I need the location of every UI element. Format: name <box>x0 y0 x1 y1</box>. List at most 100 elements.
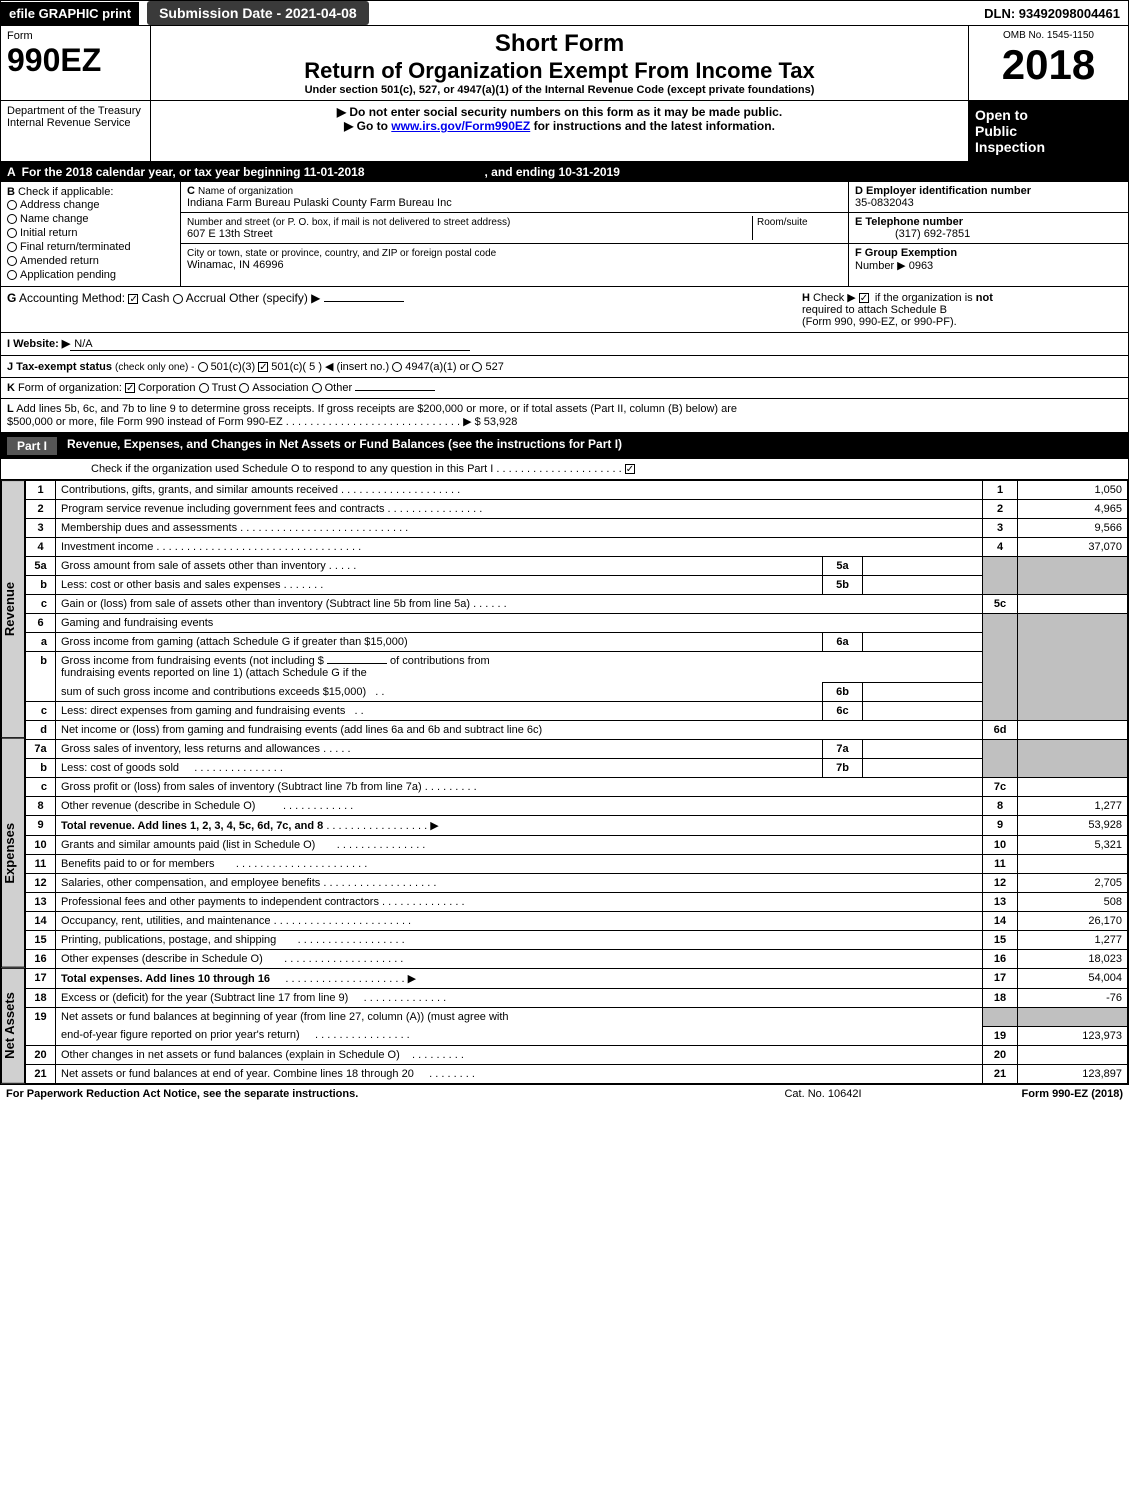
line-19: 19 Net assets or fund balances at beginn… <box>26 1008 1128 1027</box>
tax-year: 2018 <box>975 41 1122 89</box>
line-14-val: 26,170 <box>1018 912 1128 931</box>
notice-ssn: ▶ Do not enter social security numbers o… <box>157 105 962 119</box>
line-15: 15 Printing, publications, postage, and … <box>26 931 1128 950</box>
line-5c: c Gain or (loss) from sale of assets oth… <box>26 595 1128 614</box>
dept-right: Open to Public Inspection <box>968 101 1128 161</box>
org-city: Winamac, IN 46996 <box>187 259 284 271</box>
line-17: 17 Total expenses. Add lines 10 through … <box>26 969 1128 989</box>
line-3-val: 9,566 <box>1018 519 1128 538</box>
accrual-radio[interactable] <box>173 294 183 304</box>
section-j: J Tax-exempt status (check only one) - 5… <box>1 356 1128 378</box>
6b-amount-input[interactable] <box>327 663 387 664</box>
section-l: L Add lines 5b, 6c, and 7b to line 9 to … <box>1 399 1128 433</box>
527-radio[interactable] <box>472 362 482 372</box>
line-4: 4 Investment income . . . . . . . . . . … <box>26 538 1128 557</box>
line-7a: 7a Gross sales of inventory, less return… <box>26 740 1128 759</box>
line-7c: c Gross profit or (loss) from sales of i… <box>26 778 1128 797</box>
efile-label: efile GRAPHIC print <box>1 2 139 25</box>
line-9: 9 Total revenue. Add lines 1, 2, 3, 4, 5… <box>26 816 1128 836</box>
address-change-radio[interactable] <box>7 200 17 210</box>
dept-irs: Internal Revenue Service <box>7 117 144 129</box>
footer: For Paperwork Reduction Act Notice, see … <box>0 1085 1129 1103</box>
header-center: Short Form Return of Organization Exempt… <box>151 26 968 100</box>
form-number: 990EZ <box>7 42 144 79</box>
irs-link[interactable]: www.irs.gov/Form990EZ <box>391 119 530 133</box>
short-form-title: Short Form <box>157 30 962 58</box>
section-f-label: F Group Exemption <box>855 247 957 259</box>
line-11-val <box>1018 855 1128 874</box>
revenue-side-label: Revenue <box>1 480 25 738</box>
omb-number: OMB No. 1545-1150 <box>975 30 1122 41</box>
line-7b: b Less: cost of goods sold . . . . . . .… <box>26 759 1128 778</box>
association-radio[interactable] <box>239 383 249 393</box>
netassets-side-label: Net Assets <box>1 968 25 1084</box>
under-section: Under section 501(c), 527, or 4947(a)(1)… <box>157 84 962 96</box>
501c-checkbox[interactable] <box>258 362 268 372</box>
line-5a: 5a Gross amount from sale of assets othe… <box>26 557 1128 576</box>
notice-link: ▶ Go to www.irs.gov/Form990EZ for instru… <box>157 119 962 133</box>
other-specify-input[interactable] <box>324 301 404 302</box>
tax-year-begin: For the 2018 calendar year, or tax year … <box>22 165 365 179</box>
line-14: 14 Occupancy, rent, utilities, and maint… <box>26 912 1128 931</box>
final-return-radio[interactable] <box>7 242 17 252</box>
part-1-body: Revenue Expenses Net Assets 1 Contributi… <box>1 480 1128 1084</box>
line-8-val: 1,277 <box>1018 797 1128 816</box>
phone: (317) 692-7851 <box>895 228 970 240</box>
section-b-checkboxes: Address change Name change Initial retur… <box>7 198 174 282</box>
corporation-checkbox[interactable] <box>125 383 135 393</box>
line-2-val: 4,965 <box>1018 500 1128 519</box>
line-12: 12 Salaries, other compensation, and emp… <box>26 874 1128 893</box>
line-15-val: 1,277 <box>1018 931 1128 950</box>
line-6: 6 Gaming and fundraising events <box>26 614 1128 633</box>
section-h: H Check ▶ if the organization is not req… <box>802 291 1122 328</box>
part-1-check: Check if the organization used Schedule … <box>1 459 1128 480</box>
line-1-val: 1,050 <box>1018 481 1128 500</box>
name-change-radio[interactable] <box>7 214 17 224</box>
line-10: 10 Grants and similar amounts paid (list… <box>26 836 1128 855</box>
line-5b: b Less: cost or other basis and sales ex… <box>26 576 1128 595</box>
row-g-h: G Accounting Method: Cash Accrual Other … <box>1 287 1128 333</box>
section-g: G Accounting Method: Cash Accrual Other … <box>7 291 802 328</box>
trust-radio[interactable] <box>199 383 209 393</box>
schedule-b-checkbox[interactable] <box>859 293 869 303</box>
ein: 35-0832043 <box>855 197 914 209</box>
part-1-label: Part I <box>7 437 57 455</box>
line-6b: b Gross income from fundraising events (… <box>26 652 1128 683</box>
line-6d: d Net income or (loss) from gaming and f… <box>26 721 1128 740</box>
org-street: 607 E 13th Street <box>187 228 273 240</box>
section-d-label: D Employer identification number <box>855 185 1031 197</box>
part-1-title: Revenue, Expenses, and Changes in Net As… <box>67 437 622 455</box>
paperwork-notice: For Paperwork Reduction Act Notice, see … <box>6 1088 723 1100</box>
other-org-radio[interactable] <box>312 383 322 393</box>
line-16: 16 Other expenses (describe in Schedule … <box>26 950 1128 969</box>
open-to-public: Open to Public Inspection <box>969 101 1128 161</box>
501c3-radio[interactable] <box>198 362 208 372</box>
line-21: 21 Net assets or fund balances at end of… <box>26 1064 1128 1083</box>
dept-row: Department of the Treasury Internal Reve… <box>1 101 1128 162</box>
line-21-val: 123,897 <box>1018 1064 1128 1083</box>
line-1: 1 Contributions, gifts, grants, and simi… <box>26 481 1128 500</box>
other-org-input[interactable] <box>355 390 435 391</box>
return-title: Return of Organization Exempt From Incom… <box>157 58 962 84</box>
header-left: Form 990EZ <box>1 26 151 100</box>
line-19-cont: end-of-year figure reported on prior yea… <box>26 1026 1128 1045</box>
4947-radio[interactable] <box>392 362 402 372</box>
line-6c: c Less: direct expenses from gaming and … <box>26 702 1128 721</box>
initial-return-radio[interactable] <box>7 228 17 238</box>
tax-year-row: A For the 2018 calendar year, or tax yea… <box>1 162 1128 182</box>
line-13: 13 Professional fees and other payments … <box>26 893 1128 912</box>
line-6a: a Gross income from gaming (attach Sched… <box>26 633 1128 652</box>
amended-return-radio[interactable] <box>7 256 17 266</box>
section-c: C Name of organization Indiana Farm Bure… <box>181 182 848 286</box>
section-b: B Check if applicable: Address change Na… <box>1 182 181 286</box>
line-2: 2 Program service revenue including gove… <box>26 500 1128 519</box>
header-right: OMB No. 1545-1150 2018 <box>968 26 1128 100</box>
section-i: I Website: ▶N/A <box>1 333 1128 356</box>
form-header: Form 990EZ Short Form Return of Organiza… <box>1 26 1128 101</box>
line-10-val: 5,321 <box>1018 836 1128 855</box>
form-label: Form <box>7 30 144 42</box>
line-20-val <box>1018 1045 1128 1064</box>
schedule-o-checkbox[interactable] <box>625 464 635 474</box>
application-pending-radio[interactable] <box>7 270 17 280</box>
cash-checkbox[interactable] <box>128 294 138 304</box>
